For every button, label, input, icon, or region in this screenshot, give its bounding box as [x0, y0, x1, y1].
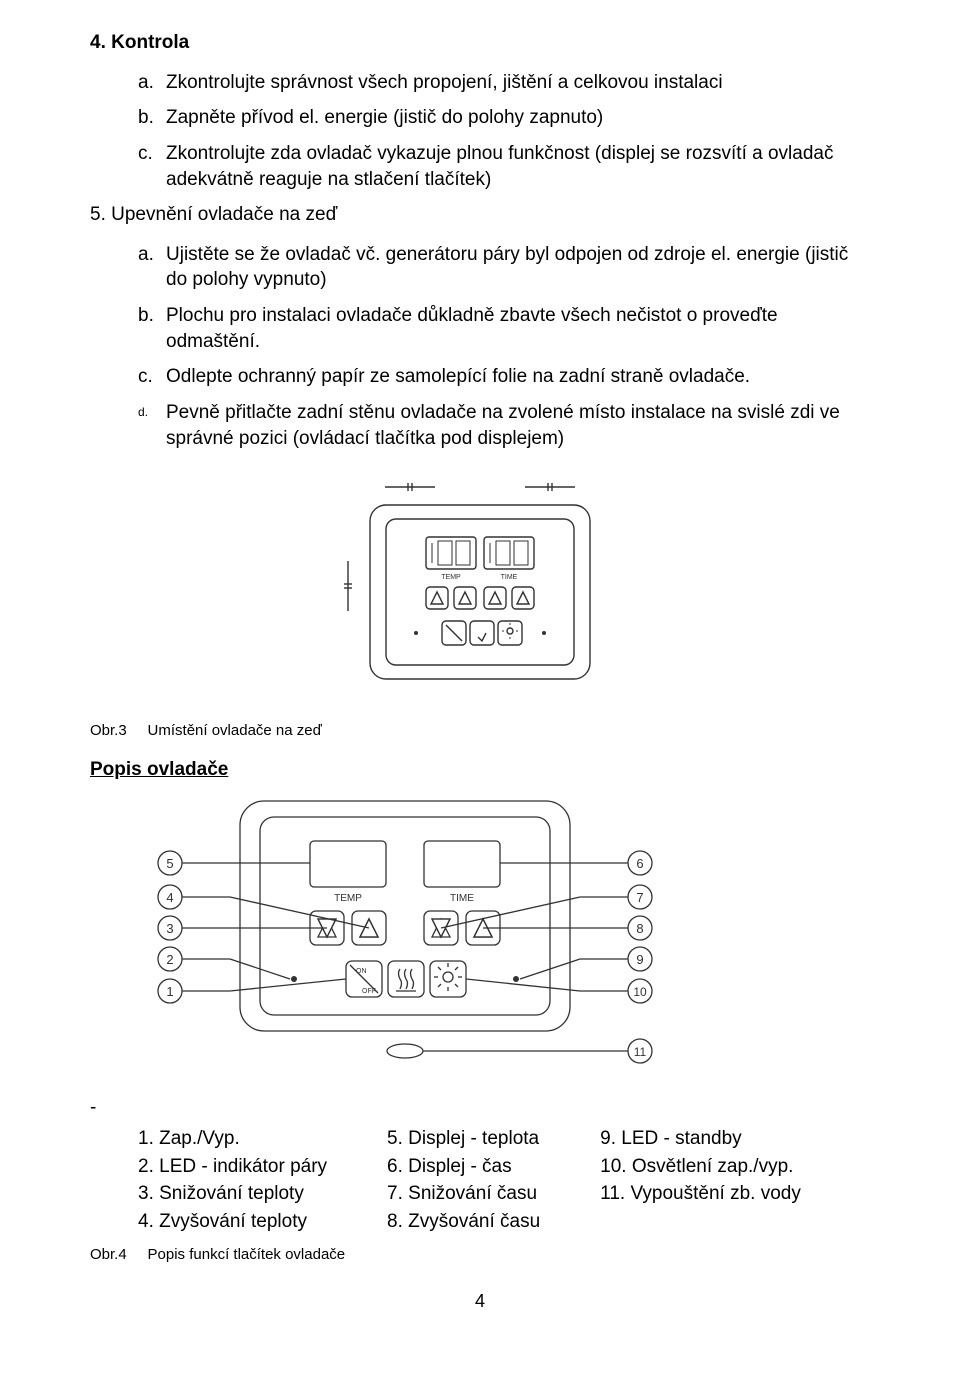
callout-2: 2 — [166, 952, 173, 967]
fig4-prefix: Obr.4 — [90, 1246, 127, 1263]
item-letter: d. — [138, 404, 148, 420]
legend-col-3: 9. LED - standby 10. Osvětlení zap./vyp.… — [600, 1126, 801, 1237]
legend-item: 7. Snižování času — [387, 1181, 540, 1207]
item-letter: b. — [138, 105, 154, 131]
legend-item: 6. Displej - čas — [387, 1154, 540, 1180]
legend-item: 11. Vypouštění zb. vody — [600, 1181, 801, 1207]
figure-4: TEMP TIME ON OFF — [130, 793, 870, 1081]
figure-3-caption: Obr.3 Umístění ovladače na zeď — [90, 721, 870, 741]
section-5-title: Upevnění ovladače na zeď — [111, 204, 337, 225]
legend-item: 9. LED - standby — [600, 1126, 801, 1152]
item-letter: a. — [138, 70, 154, 96]
callout-3: 3 — [166, 921, 173, 936]
list-item: c. Zkontrolujte zda ovladač vykazuje pln… — [138, 141, 870, 192]
section-4-num: 4. — [90, 32, 106, 53]
section-4-title: Kontrola — [111, 32, 189, 53]
legend-item: 10. Osvětlení zap./vyp. — [600, 1154, 801, 1180]
item-text: Pevně přitlačte zadní stěnu ovladače na … — [166, 402, 840, 449]
off-label: OFF — [362, 988, 376, 995]
fig3-text: Umístění ovladače na zeď — [148, 722, 322, 739]
item-text: Zkontrolujte správnost všech propojení, … — [166, 72, 723, 93]
legend-item: 3. Snižování teploty — [138, 1181, 327, 1207]
item-text: Zkontrolujte zda ovladač vykazuje plnou … — [166, 143, 833, 190]
callout-10: 10 — [633, 985, 647, 999]
callout-6: 6 — [636, 856, 643, 871]
callout-7: 7 — [636, 890, 643, 905]
temp-label: TEMP — [334, 893, 362, 904]
item-text: Plochu pro instalaci ovladače důkladně z… — [166, 305, 778, 352]
callout-8: 8 — [636, 921, 643, 936]
callout-4: 4 — [166, 890, 173, 905]
page-number: 4 — [90, 1289, 870, 1313]
list-item: d. Pevně přitlačte zadní stěnu ovladače … — [138, 400, 870, 451]
callout-11: 11 — [634, 1045, 647, 1059]
list-item: b. Plochu pro instalaci ovladače důkladn… — [138, 303, 870, 354]
legend-col-2: 5. Displej - teplota 6. Displej - čas 7.… — [387, 1126, 540, 1237]
item-text: Ujistěte se že ovladač vč. generátoru pá… — [166, 244, 848, 291]
list-item: a. Zkontrolujte správnost všech propojen… — [138, 70, 870, 96]
figure-3: TEMP TIME — [90, 479, 870, 697]
callout-9: 9 — [636, 952, 643, 967]
item-letter: c. — [138, 141, 153, 167]
section-5-num: 5. — [90, 204, 106, 225]
list-item: c. Odlepte ochranný papír ze samolepící … — [138, 364, 870, 390]
legend-item: 1. Zap./Vyp. — [138, 1126, 327, 1152]
legend: 1. Zap./Vyp. 2. LED - indikátor páry 3. … — [138, 1126, 870, 1237]
callout-1: 1 — [166, 984, 173, 999]
time-label: TIME — [501, 574, 518, 581]
item-letter: a. — [138, 242, 154, 268]
section-4-heading: 4. Kontrola — [90, 30, 870, 56]
list-item: b. Zapněte přívod el. energie (jistič do… — [138, 105, 870, 131]
popis-heading: Popis ovladače — [90, 757, 870, 783]
item-text: Odlepte ochranný papír ze samolepící fol… — [166, 366, 750, 387]
list-item: a. Ujistěte se že ovladač vč. generátoru… — [138, 242, 870, 293]
temp-label: TEMP — [441, 574, 461, 581]
legend-item: 8. Zvyšování času — [387, 1209, 540, 1235]
item-letter: c. — [138, 364, 153, 390]
fig4-text: Popis funkcí tlačítek ovladače — [148, 1246, 346, 1263]
figure-4-caption: Obr.4 Popis funkcí tlačítek ovladače — [90, 1245, 870, 1265]
section-4-list: a. Zkontrolujte správnost všech propojen… — [90, 70, 870, 193]
on-label: ON — [356, 968, 367, 975]
section-5-list: a. Ujistěte se že ovladač vč. generátoru… — [90, 242, 870, 451]
section-5-heading: 5. Upevnění ovladače na zeď — [90, 202, 870, 228]
legend-item: 4. Zvyšování teploty — [138, 1209, 327, 1235]
dash: - — [90, 1095, 870, 1121]
time-label: TIME — [450, 893, 474, 904]
legend-item: 2. LED - indikátor páry — [138, 1154, 327, 1180]
fig3-prefix: Obr.3 — [90, 722, 127, 739]
callout-5: 5 — [166, 856, 173, 871]
item-text: Zapněte přívod el. energie (jistič do po… — [166, 107, 603, 128]
controller-labelled-icon: TEMP TIME ON OFF — [130, 793, 690, 1073]
item-letter: b. — [138, 303, 154, 329]
legend-col-1: 1. Zap./Vyp. 2. LED - indikátor páry 3. … — [138, 1126, 327, 1237]
controller-front-small-icon: TEMP TIME — [330, 479, 630, 689]
legend-item: 5. Displej - teplota — [387, 1126, 540, 1152]
